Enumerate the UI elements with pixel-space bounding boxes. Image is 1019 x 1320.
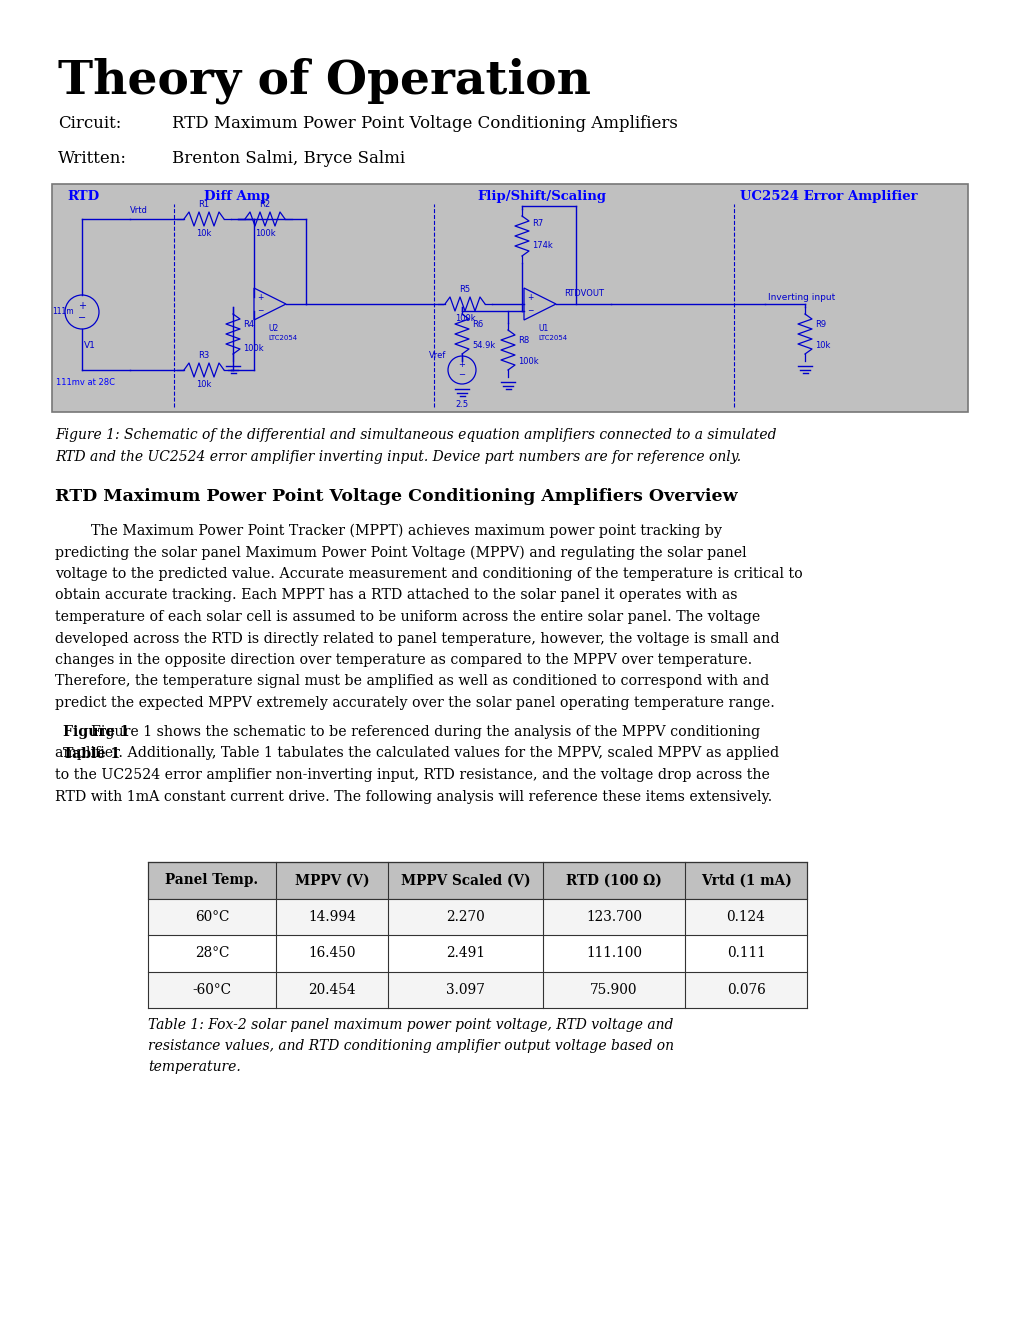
Text: temperature.: temperature. — [148, 1060, 240, 1074]
Text: Table 1: Fox-2 solar panel maximum power point voltage, RTD voltage and: Table 1: Fox-2 solar panel maximum power… — [148, 1018, 673, 1032]
Text: 2.270: 2.270 — [445, 909, 484, 924]
Text: Vref: Vref — [428, 351, 445, 360]
Text: resistance values, and RTD conditioning amplifier output voltage based on: resistance values, and RTD conditioning … — [148, 1039, 674, 1053]
Text: 111m: 111m — [52, 306, 74, 315]
Text: 16.450: 16.450 — [308, 946, 356, 960]
Text: R4: R4 — [243, 319, 254, 329]
Text: 111.100: 111.100 — [586, 946, 641, 960]
Text: 111mv at 28C: 111mv at 28C — [56, 378, 115, 387]
Text: Diff Amp: Diff Amp — [204, 190, 270, 203]
Text: 28°C: 28°C — [195, 946, 229, 960]
Text: MPPV Scaled (V): MPPV Scaled (V) — [400, 874, 530, 887]
Text: RTD Maximum Power Point Voltage Conditioning Amplifiers Overview: RTD Maximum Power Point Voltage Conditio… — [55, 488, 737, 506]
Text: 10k: 10k — [196, 228, 212, 238]
Text: 14.994: 14.994 — [308, 909, 356, 924]
Text: 0.111: 0.111 — [726, 946, 764, 960]
Text: R8: R8 — [518, 337, 529, 345]
Text: U1: U1 — [537, 323, 548, 333]
Text: 0.076: 0.076 — [726, 983, 764, 997]
Text: 3.097: 3.097 — [445, 983, 484, 997]
Text: 100k: 100k — [243, 345, 263, 352]
Text: Figure 1: Schematic of the differential and simultaneous equation amplifiers con: Figure 1: Schematic of the differential … — [55, 428, 775, 442]
Text: 20.454: 20.454 — [308, 983, 356, 997]
Text: Circuit:: Circuit: — [58, 115, 121, 132]
Text: -60°C: -60°C — [193, 983, 231, 997]
Text: Inverting input: Inverting input — [767, 293, 835, 302]
Text: 2.5: 2.5 — [455, 400, 468, 409]
Text: U2: U2 — [268, 323, 278, 333]
Text: Figure 1: Figure 1 — [63, 725, 129, 739]
Text: −: − — [257, 306, 263, 315]
Text: R2: R2 — [259, 201, 270, 209]
Text: +: + — [527, 293, 533, 301]
Text: 60°C: 60°C — [195, 909, 229, 924]
Text: R3: R3 — [198, 351, 210, 360]
Text: predict the expected MPPV extremely accurately over the solar panel operating te: predict the expected MPPV extremely accu… — [55, 696, 774, 710]
Text: 100k: 100k — [255, 228, 275, 238]
Text: RTDVOUT: RTDVOUT — [564, 289, 603, 298]
Text: 123.700: 123.700 — [586, 909, 641, 924]
Text: Vrtd (1 mA): Vrtd (1 mA) — [700, 874, 791, 887]
Text: 174k: 174k — [532, 242, 552, 249]
Text: Table 1: Table 1 — [63, 747, 120, 760]
Text: developed across the RTD is directly related to panel temperature, however, the : developed across the RTD is directly rel… — [55, 631, 779, 645]
Text: voltage to the predicted value. Accurate measurement and conditioning of the tem: voltage to the predicted value. Accurate… — [55, 568, 802, 581]
Text: R7: R7 — [532, 219, 543, 228]
Text: The Maximum Power Point Tracker (MPPT) achieves maximum power point tracking by: The Maximum Power Point Tracker (MPPT) a… — [55, 524, 721, 539]
Text: 54.9k: 54.9k — [472, 341, 495, 350]
Text: R5: R5 — [459, 285, 470, 294]
Text: −: − — [527, 306, 533, 315]
Text: Figure 1 shows the schematic to be referenced during the analysis of the MPPV co: Figure 1 shows the schematic to be refer… — [55, 725, 759, 739]
Text: obtain accurate tracking. Each MPPT has a RTD attached to the solar panel it ope: obtain accurate tracking. Each MPPT has … — [55, 589, 737, 602]
FancyBboxPatch shape — [52, 183, 967, 412]
Text: predicting the solar panel Maximum Power Point Voltage (MPPV) and regulating the: predicting the solar panel Maximum Power… — [55, 545, 746, 560]
FancyBboxPatch shape — [148, 972, 806, 1008]
Text: changes in the opposite direction over temperature as compared to the MPPV over : changes in the opposite direction over t… — [55, 653, 752, 667]
Text: LTC2054: LTC2054 — [268, 335, 297, 341]
Text: Written:: Written: — [58, 150, 127, 168]
Text: RTD Maximum Power Point Voltage Conditioning Amplifiers: RTD Maximum Power Point Voltage Conditio… — [172, 115, 678, 132]
Text: RTD and the UC2524 error amplifier inverting input. Device part numbers are for : RTD and the UC2524 error amplifier inver… — [55, 450, 741, 465]
FancyBboxPatch shape — [148, 899, 806, 935]
Text: RTD: RTD — [67, 190, 99, 203]
Text: Therefore, the temperature signal must be amplified as well as conditioned to co: Therefore, the temperature signal must b… — [55, 675, 768, 689]
Text: 10k: 10k — [814, 341, 829, 350]
Text: 100k: 100k — [518, 356, 538, 366]
Text: 75.900: 75.900 — [590, 983, 637, 997]
Text: +: + — [257, 293, 263, 301]
Text: Vrtd: Vrtd — [129, 206, 148, 215]
Text: Flip/Shift/Scaling: Flip/Shift/Scaling — [477, 190, 605, 203]
Text: UC2524 Error Amplifier: UC2524 Error Amplifier — [739, 190, 917, 203]
Text: temperature of each solar cell is assumed to be uniform across the entire solar : temperature of each solar cell is assume… — [55, 610, 759, 624]
Text: V1: V1 — [84, 341, 96, 350]
Text: Panel Temp.: Panel Temp. — [165, 874, 258, 887]
Text: +: + — [77, 301, 86, 312]
Text: RTD (100 Ω): RTD (100 Ω) — [566, 874, 661, 887]
Text: to the UC2524 error amplifier non-inverting input, RTD resistance, and the volta: to the UC2524 error amplifier non-invert… — [55, 768, 769, 781]
Text: LTC2054: LTC2054 — [537, 335, 567, 341]
Text: R1: R1 — [199, 201, 209, 209]
Text: 0.124: 0.124 — [726, 909, 764, 924]
Text: MPPV (V): MPPV (V) — [294, 874, 369, 887]
Text: 10k: 10k — [196, 380, 212, 389]
Text: 100k: 100k — [454, 314, 475, 323]
Text: Theory of Operation: Theory of Operation — [58, 58, 590, 104]
Text: Brenton Salmi, Bryce Salmi: Brenton Salmi, Bryce Salmi — [172, 150, 405, 168]
Text: R9: R9 — [814, 319, 825, 329]
Text: +: + — [459, 360, 465, 370]
Text: RTD with 1mA constant current drive. The following analysis will reference these: RTD with 1mA constant current drive. The… — [55, 789, 771, 804]
Text: R6: R6 — [472, 319, 483, 329]
FancyBboxPatch shape — [148, 935, 806, 972]
Text: amplifier. Additionally, Table 1 tabulates the calculated values for the MPPV, s: amplifier. Additionally, Table 1 tabulat… — [55, 747, 779, 760]
Text: −: − — [459, 371, 465, 380]
FancyBboxPatch shape — [148, 862, 806, 899]
Text: −: − — [77, 313, 86, 323]
Text: 2.491: 2.491 — [445, 946, 484, 960]
